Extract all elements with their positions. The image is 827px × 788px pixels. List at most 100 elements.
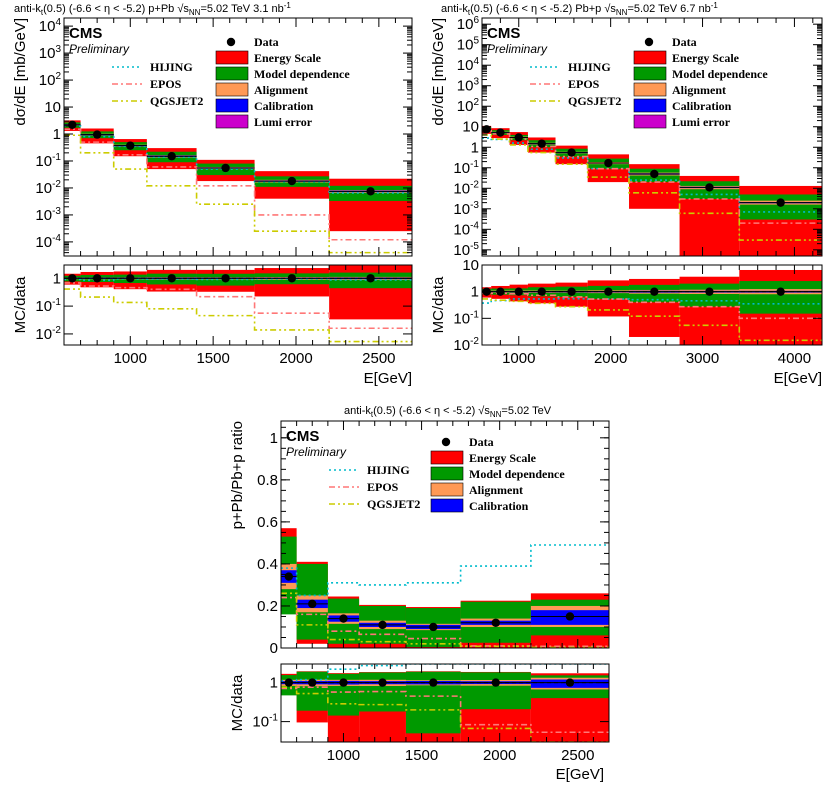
- tick-base: 10: [35, 298, 52, 315]
- ratio-data-point: [565, 678, 575, 687]
- ratio-y-axis-title: MC/data: [12, 276, 29, 333]
- data-point: [496, 128, 505, 137]
- data-point: [92, 130, 102, 139]
- data-point: [167, 152, 176, 161]
- chart-header-part: t: [41, 8, 44, 17]
- tick-exponent: 3: [473, 77, 479, 88]
- status-label: Preliminary: [286, 445, 347, 459]
- model-ratio-line-epos: [281, 686, 609, 734]
- legend-label-calibration: Calibration: [469, 499, 529, 513]
- tick-exponent: -5: [470, 241, 479, 252]
- y-tick-label: 105: [457, 36, 480, 54]
- y-tick-label: 1: [270, 430, 278, 447]
- ratio-y-tick-label: 1: [53, 270, 61, 287]
- ratio-plot-area: [482, 269, 822, 345]
- tick-exponent: 4: [55, 17, 61, 28]
- tick-base: 1: [270, 430, 278, 447]
- chart-header: anti-kt(0.5) (-6.6 < η < -5.2) p+Pb √sNN…: [14, 1, 291, 17]
- legend-swatch-data: [226, 37, 236, 47]
- x-tick-label: 2000: [279, 350, 312, 367]
- tick-base: 1: [53, 270, 61, 287]
- legend-swatch-model-dependence: [633, 66, 667, 81]
- tick-base: 10: [35, 326, 52, 343]
- main-plot-area: [482, 125, 822, 256]
- tick-exponent: 3: [55, 44, 61, 55]
- chart-header-part: (0.5) (-6.6 < η < -5.2) p+Pb √s: [43, 3, 189, 15]
- y-tick-label: 10-1: [453, 159, 479, 177]
- ratio-frame: [63, 264, 413, 346]
- legend-swatch-lumi-error: [633, 114, 667, 129]
- tick-exponent: -1: [470, 309, 479, 320]
- ratio-data-point: [496, 287, 505, 296]
- tick-base: 0.2: [257, 598, 278, 615]
- tick-exponent: -2: [470, 179, 479, 190]
- legend-swatch-calibration: [430, 498, 464, 513]
- y-tick-label: 1: [471, 139, 479, 156]
- ratio-y-tick-label: 10-1: [453, 309, 479, 327]
- main-plot-area: [281, 528, 609, 648]
- y-tick-label: 1: [53, 126, 61, 143]
- chart-header-part: =5.02 TeV: [501, 405, 551, 417]
- data-point: [284, 572, 294, 581]
- ratio-data-point: [92, 274, 102, 283]
- legend-label-epos: EPOS: [150, 77, 182, 91]
- tick-base: 10: [39, 72, 56, 89]
- tick-exponent: -2: [52, 179, 61, 190]
- data-point: [287, 176, 297, 186]
- tick-base: 10: [35, 153, 52, 170]
- y-tick-label: 10: [44, 99, 61, 116]
- ratio-data-point: [567, 287, 576, 296]
- chart-header-part: anti-k: [344, 405, 371, 417]
- legend-label-energy-scale: Energy Scale: [254, 51, 322, 65]
- model-line-qgsjet2: [64, 134, 412, 254]
- legend-label-data: Data: [469, 435, 494, 449]
- legend-swatch-energy-scale: [430, 450, 464, 465]
- ratio-data-point: [776, 287, 785, 296]
- ratio-data-point: [491, 678, 500, 687]
- y-tick-label: 10-4: [35, 233, 61, 251]
- legend-label-data: Data: [254, 35, 279, 49]
- chart-header-part: -1: [711, 1, 719, 10]
- legend-label-qgsjet2: QGSJET2: [367, 497, 420, 511]
- ratio-data-point: [287, 274, 297, 283]
- tick-base: 10: [453, 242, 470, 259]
- ratio-data-point: [650, 287, 659, 296]
- chart-header-part: t: [468, 8, 471, 17]
- ratio-band-model-dependence: [296, 671, 328, 711]
- ratio-y-tick-label: 1: [471, 284, 479, 301]
- chart-header-part: t: [371, 410, 374, 419]
- ratio-band-model-dependence: [739, 281, 822, 314]
- chart-header-part: anti-k: [14, 3, 41, 15]
- ratio-y-axis-title: MC/data: [229, 674, 246, 731]
- y-tick-label: 106: [457, 15, 480, 33]
- legend-label-qgsjet2: QGSJET2: [568, 94, 621, 108]
- y-tick-label: 0: [270, 640, 278, 657]
- legend-swatch-alignment: [633, 82, 667, 97]
- chart-header-part: anti-k: [441, 3, 468, 15]
- y-axis-title: p+Pb/Pb+p ratio: [229, 421, 246, 529]
- tick-base: 1: [53, 126, 61, 143]
- ratio-data-point: [308, 678, 317, 687]
- data-point: [378, 620, 387, 630]
- chart-header: anti-kt(0.5) (-6.6 < η < -5.2) √sNN=5.02…: [344, 405, 552, 419]
- legend-label-alignment: Alignment: [672, 83, 726, 97]
- y-tick-label: 103: [39, 44, 62, 62]
- data-point: [604, 158, 613, 168]
- data-point: [221, 163, 230, 173]
- ratio-data-point: [537, 287, 546, 296]
- model-line-epos: [64, 128, 412, 241]
- tick-base: 1: [471, 284, 479, 301]
- ratio-y-tick-label: 10-1: [252, 713, 278, 731]
- data-point: [68, 120, 77, 129]
- y-tick-label: 10-4: [453, 220, 479, 238]
- x-tick-label: 4000: [778, 350, 811, 367]
- tick-base: 10: [453, 180, 470, 197]
- tick-exponent: -4: [52, 233, 61, 244]
- legend-swatch-calibration: [633, 98, 667, 113]
- model-ratio-line-epos: [482, 292, 822, 320]
- y-tick-label: 102: [457, 97, 480, 115]
- y-tick-label: 104: [457, 56, 480, 74]
- x-tick-label: 2500: [362, 350, 395, 367]
- tick-base: 10: [462, 257, 479, 274]
- legend-swatch-model-dependence: [430, 466, 464, 481]
